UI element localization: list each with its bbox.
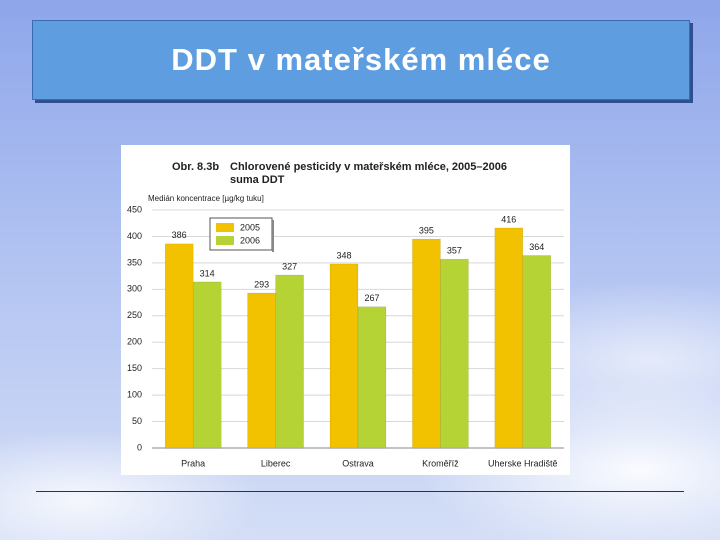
slide-title: DDT v mateřském mléce	[32, 20, 690, 100]
x-tick-label: Kroměříž	[422, 458, 459, 468]
data-label: 327	[282, 261, 297, 271]
legend-swatch	[216, 223, 234, 232]
figure-label: Obr. 8.3b	[172, 161, 219, 173]
bar	[275, 274, 304, 449]
y-tick-label: 150	[127, 363, 142, 373]
bar	[164, 243, 194, 449]
x-tick-label: Ostrava	[342, 458, 374, 468]
bar	[412, 238, 441, 449]
y-tick-label: 0	[137, 442, 142, 452]
chart-subtitle: suma DDT	[230, 174, 285, 186]
chart: Obr. 8.3b Chlorovené pesticidy v mateřsk…	[121, 145, 570, 475]
x-tick-label: Liberec	[261, 458, 291, 468]
chart-title: Chlorovené pesticidy v mateřském mléce, …	[230, 161, 507, 173]
divider	[36, 491, 684, 492]
y-tick-label: 350	[127, 257, 142, 267]
data-label: 348	[336, 250, 351, 260]
legend-shadow	[272, 220, 274, 252]
data-label: 314	[200, 268, 215, 278]
bar	[192, 281, 222, 449]
y-tick-label: 300	[127, 284, 142, 294]
bar	[494, 227, 524, 449]
data-label: 416	[501, 214, 516, 224]
data-label: 357	[447, 246, 462, 256]
bar	[440, 258, 469, 449]
y-tick-label: 200	[127, 337, 142, 347]
bar	[522, 255, 552, 449]
data-label: 386	[172, 230, 187, 240]
x-tick-label: Praha	[181, 458, 205, 468]
y-tick-label: 100	[127, 389, 142, 399]
legend-swatch	[216, 236, 234, 245]
y-tick-label: 400	[127, 231, 142, 241]
bar	[357, 306, 387, 449]
legend-label: 2005	[240, 222, 260, 232]
legend-label: 2006	[240, 235, 260, 245]
data-label: 267	[364, 293, 379, 303]
data-label: 364	[529, 242, 544, 252]
bar	[247, 292, 276, 449]
y-tick-label: 250	[127, 310, 142, 320]
data-label: 395	[419, 225, 434, 235]
bar	[329, 263, 359, 449]
x-tick-label: Uherske Hradiště	[488, 458, 558, 468]
data-label: 293	[254, 279, 269, 289]
y-tick-label: 50	[132, 416, 142, 426]
y-axis-label: Medián koncentrace [µg/kg tuku]	[148, 194, 264, 203]
y-tick-label: 450	[127, 204, 142, 214]
